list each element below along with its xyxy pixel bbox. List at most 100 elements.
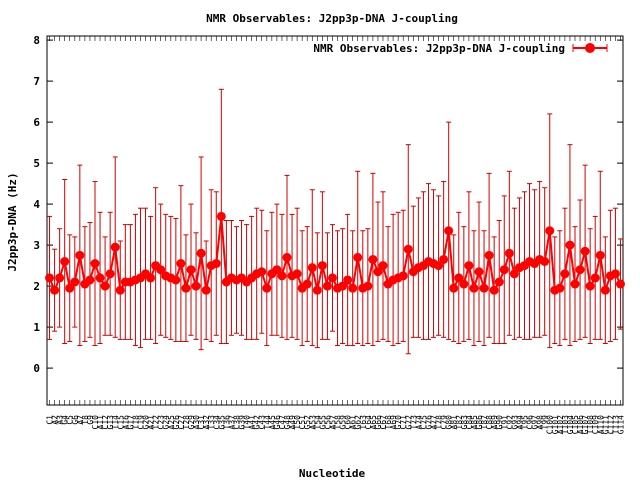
x-tick-label: C109 [591,415,600,434]
x-tick-label: T28 [182,415,191,430]
data-point [368,254,378,264]
x-tick-label: T36 [222,415,231,430]
x-tick-label: C19 [136,415,145,430]
legend-marker [585,43,595,53]
data-point [171,275,181,285]
data-point [570,279,580,289]
data-point [555,283,565,293]
data-point [343,275,353,285]
data-point [257,267,267,277]
x-tick-label: T8 [81,415,90,425]
data-point [464,261,474,271]
data-points [45,211,625,295]
x-tick-label: A2 [51,415,60,425]
data-point [302,279,312,289]
y-tick-label: 1 [33,321,40,334]
data-point [449,283,459,293]
data-point [489,285,499,295]
data-point [50,285,60,295]
x-tick-label: C56 [323,415,332,430]
data-point [105,269,115,279]
x-tick-label: G29 [187,415,196,430]
legend: NMR Observables: J2pp3p-DNA J-coupling [313,42,608,55]
data-point [454,273,464,283]
x-tick-label: G52 [303,415,312,430]
plot-frame [46,35,624,406]
x-tick-label: A81 [450,415,459,430]
x-tick-label: A37 [227,415,236,430]
x-tick-label: T44 [263,415,272,430]
data-point [292,269,302,279]
data-point [115,285,125,295]
x-tick-label: G70 [394,415,403,430]
x-tick-label: G59 [339,415,348,430]
x-tick-label: A25 [167,415,176,430]
x-tick-label: C60 [344,415,353,430]
data-point [474,267,484,277]
data-point [211,259,221,269]
x-tick-label: C47 [278,415,287,430]
data-point [181,283,191,293]
x-tick-label: A65 [369,415,378,430]
x-tick-label: G4 [61,415,70,425]
data-point [110,242,120,252]
data-point [590,273,600,283]
x-tick-label: G35 [217,415,226,430]
data-point [156,265,166,275]
x-tick-label: G48 [283,415,292,430]
x-tick-label: A30 [192,415,201,430]
x-tick-label: G24 [162,415,171,430]
x-tick-label: G42 [253,415,262,430]
data-point [186,265,196,275]
x-tick-label: T22 [152,415,161,430]
x-tick-label: A41 [248,415,257,430]
data-point [509,269,519,279]
x-tick-label: T108 [586,415,595,434]
data-point [70,277,80,287]
x-tick-label: A102 [556,415,565,434]
x-tick-label: G93 [510,415,519,430]
x-tick-label: T82 [455,415,464,430]
data-point [45,273,55,283]
data-point [85,275,95,285]
x-tick-label: G13 [106,415,115,430]
x-tick-label: C88 [485,415,494,430]
x-tick-label: A74 [414,415,423,430]
x-tick-label: T68 [384,415,393,430]
x-tick-label: G6 [71,415,80,425]
x-tick-label: A61 [349,415,358,430]
x-tick-label: C92 [505,415,514,430]
data-point [90,259,100,269]
x-tick-label: G39 [238,415,247,430]
data-point [282,252,292,262]
x-tick-label: T78 [435,415,444,430]
x-tick-label: T103 [561,415,570,434]
x-tick-label: G83 [460,415,469,430]
data-point [540,257,550,266]
x-tick-label: G107 [581,415,590,434]
data-point [398,271,408,281]
y-axis-label: J2pp3p-DNA (Hz) [6,172,19,271]
x-tick-label: C12 [101,415,110,430]
data-point [560,269,570,279]
x-tick-label: A11 [96,415,105,430]
y-tick-label: 6 [33,116,40,129]
x-tick-label: G114 [616,415,625,434]
data-point [580,246,590,256]
data-point [307,263,317,273]
y-tick-label: 3 [33,239,40,252]
data-point [484,250,494,260]
x-tick-label: A106 [576,415,585,434]
data-point [610,269,620,279]
x-tick-label: T73 [409,415,418,430]
x-tick-label: G9 [86,415,95,425]
x-tick-label: C5 [66,415,75,425]
x-tick-label: A89 [490,415,499,430]
data-point [191,281,201,291]
data-point [146,273,156,283]
x-tick-label: C27 [177,415,186,430]
x-tick-label: T50 [293,415,302,430]
y-tick-label: 5 [33,157,40,170]
x-tick-label: G26 [172,415,181,430]
